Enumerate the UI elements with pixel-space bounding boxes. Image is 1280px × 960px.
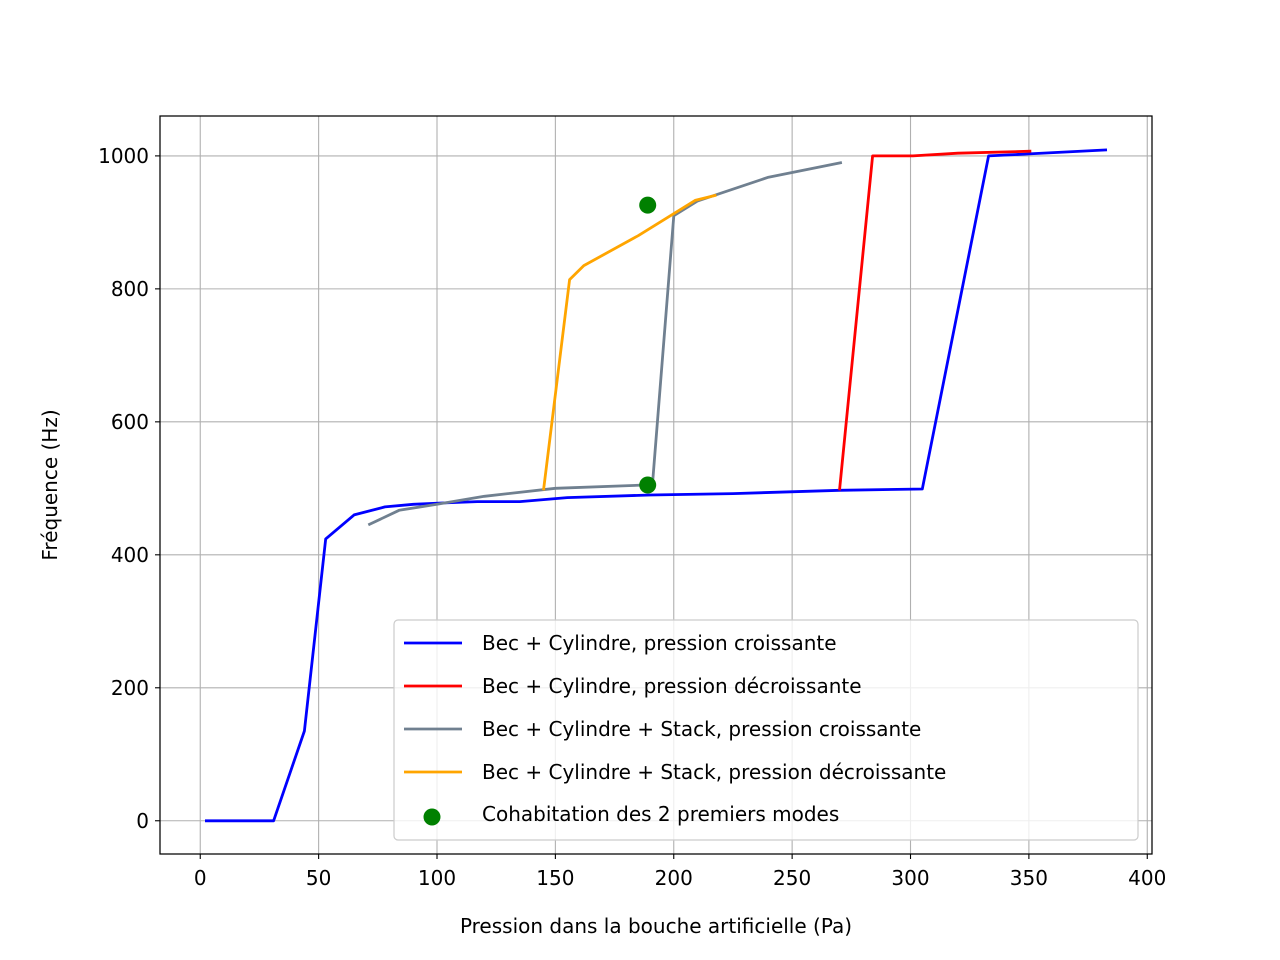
legend-label-1: Bec + Cylindre, pression croissante (482, 631, 837, 655)
series-line-2 (838, 149, 1032, 491)
x-tick-label: 350 (1010, 866, 1048, 890)
plot-series (205, 148, 1108, 823)
x-tick-label: 300 (891, 866, 929, 890)
y-tick-label: 1000 (98, 144, 149, 168)
x-tick-label: 50 (306, 866, 331, 890)
legend-label-2: Bec + Cylindre, pression décroissante (482, 674, 862, 698)
x-tick-label: 250 (773, 866, 811, 890)
legend-label-scatter: Cohabitation des 2 premiers modes (482, 802, 839, 826)
series-line-4 (542, 193, 717, 491)
scatter-point (639, 476, 657, 494)
axis-ticks: 0 50 100 150 200 250 300 350 400 0 200 400 600 800 100… (98, 144, 1166, 890)
y-tick-label: 400 (111, 543, 149, 567)
scatter-point (639, 196, 657, 214)
legend: Bec + Cylindre, pression croissante Bec +… (393, 619, 1139, 841)
legend-label-3: Bec + Cylindre + Stack, pression croissa… (482, 717, 921, 741)
legend-label-4: Bec + Cylindre + Stack, pression décrois… (482, 760, 946, 784)
legend-swatch-scatter (423, 808, 441, 826)
legend-box (393, 619, 1139, 841)
y-tick-label: 0 (136, 809, 149, 833)
x-tick-label: 0 (194, 866, 207, 890)
y-tick-label: 600 (111, 410, 149, 434)
plot-frame (159, 115, 1153, 855)
x-tick-label: 200 (655, 866, 693, 890)
y-tick-label: 800 (111, 277, 149, 301)
x-tick-label: 100 (418, 866, 456, 890)
y-axis-label: Fréquence (Hz) (38, 409, 62, 560)
series-line-1 (205, 148, 1108, 823)
x-tick-label: 150 (536, 866, 574, 890)
x-tick-label: 400 (1128, 866, 1166, 890)
x-axis-label: Pression dans la bouche artificielle (Pa… (460, 914, 852, 938)
y-tick-label: 200 (111, 676, 149, 700)
